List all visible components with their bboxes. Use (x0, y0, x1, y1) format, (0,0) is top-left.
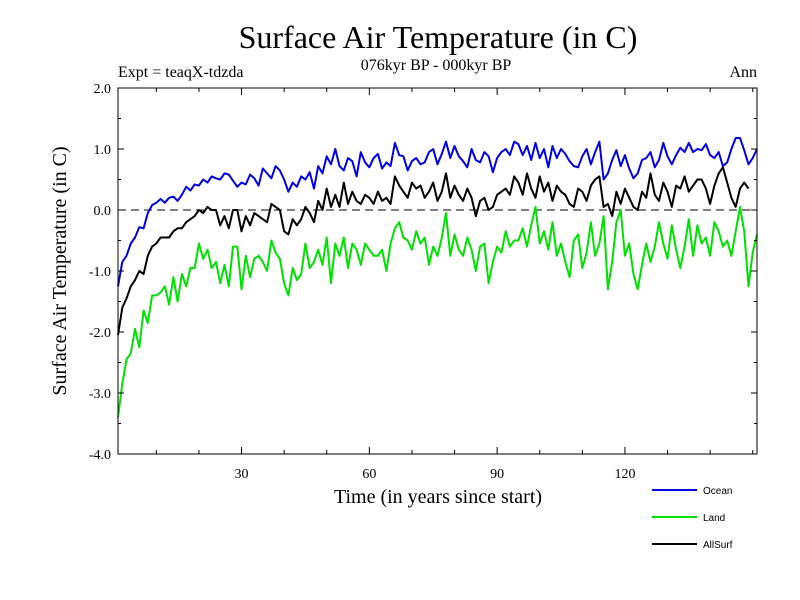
legend-label-allsurf: AllSurf (703, 540, 733, 551)
y-tick-label: 2.0 (94, 82, 112, 97)
x-tick-label: 90 (490, 467, 504, 482)
series-line-land (117, 205, 758, 418)
plot-frame (117, 87, 758, 455)
y-tick-label: 1.0 (94, 143, 112, 158)
y-tick-label: 0.0 (94, 204, 112, 219)
x-tick-label: 120 (614, 467, 635, 482)
y-tick-label: -2.0 (89, 326, 111, 341)
legend-label-land: Land (703, 513, 725, 524)
chart-subtitle: 076kyr BP - 000kyr BP (361, 57, 512, 74)
period-label: Ann (729, 64, 757, 81)
series-layer (117, 137, 758, 418)
chart-title: Surface Air Temperature (in C) (239, 19, 638, 55)
y-tick-label: -1.0 (89, 265, 111, 280)
y-tick-label: -3.0 (89, 387, 111, 402)
series-line-allsurf (117, 166, 750, 336)
y-tick-label: -4.0 (89, 448, 111, 463)
x-tick-label: 30 (235, 467, 249, 482)
legend-label-ocean: Ocean (703, 486, 732, 497)
y-axis-label: Surface Air Temperature (in C) (49, 146, 71, 395)
experiment-label: Expt = teaqX-tdzda (118, 64, 243, 81)
ticks-layer: 2.0 1.0 0.0 -1.0 -2.0 -3.0 -4.0 30 60 90 120 (89, 82, 757, 482)
series-line-ocean (117, 137, 758, 287)
x-tick-label: 60 (362, 467, 376, 482)
x-axis-label: Time (in years since start) (334, 486, 542, 508)
legend: Ocean Land AllSurf (652, 486, 733, 551)
